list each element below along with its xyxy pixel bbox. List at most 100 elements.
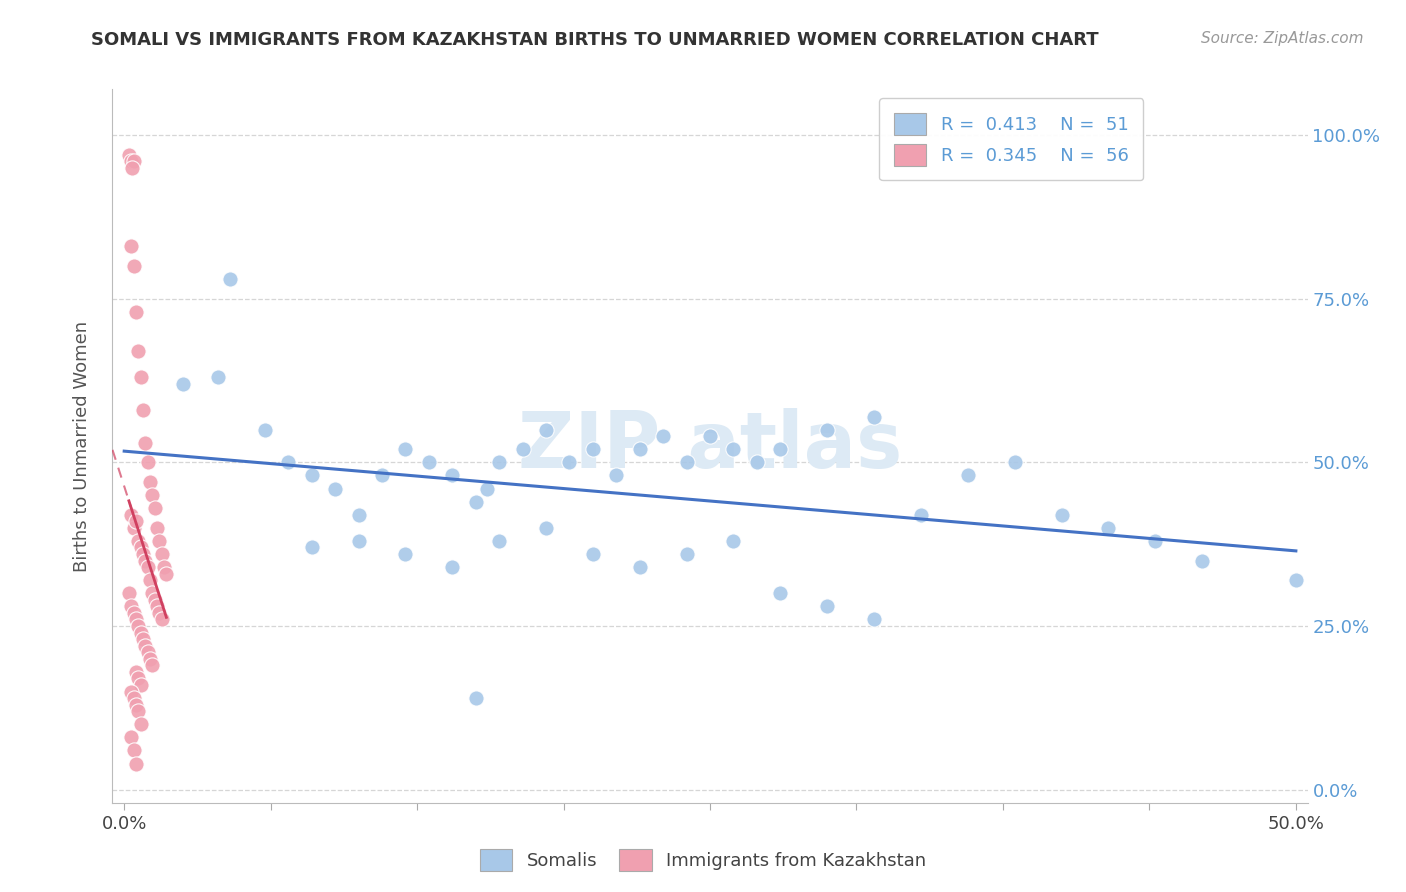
Point (125, 305, 148, 319)
Point (120, 508, 142, 522)
Point (534, 521, 557, 535)
Point (441, 468, 464, 483)
Legend: R =  0.413    N =  51, R =  0.345    N =  56: R = 0.413 N = 51, R = 0.345 N = 56 (880, 98, 1143, 180)
Point (605, 468, 627, 483)
Point (118, 586, 141, 600)
Point (125, 756, 148, 771)
Point (118, 147, 141, 161)
Point (488, 455, 510, 469)
Point (136, 560, 159, 574)
Point (125, 612, 148, 626)
Point (512, 442, 534, 457)
Point (148, 533, 170, 548)
Point (218, 272, 240, 286)
Point (371, 468, 394, 483)
Point (143, 501, 166, 516)
Point (394, 547, 416, 561)
Point (141, 658, 163, 673)
Point (134, 435, 156, 450)
Point (675, 547, 697, 561)
Point (120, 239, 142, 253)
Point (394, 442, 416, 457)
Point (150, 547, 173, 561)
Point (120, 154, 142, 169)
Point (464, 691, 486, 706)
Point (122, 743, 145, 757)
Point (127, 344, 149, 359)
Point (129, 370, 152, 384)
Point (815, 423, 838, 437)
Point (132, 403, 155, 417)
Point (153, 560, 176, 574)
Point (745, 455, 768, 469)
Point (125, 665, 148, 679)
Point (121, 161, 143, 175)
Point (132, 632, 155, 647)
Point (910, 508, 932, 522)
Point (129, 678, 152, 692)
Point (127, 672, 149, 686)
Point (139, 652, 162, 666)
Point (127, 533, 149, 548)
Point (675, 455, 697, 469)
Point (815, 599, 838, 614)
Point (136, 645, 159, 659)
Point (139, 573, 162, 587)
Point (347, 508, 370, 522)
Point (127, 619, 149, 633)
Point (441, 560, 464, 574)
Point (769, 586, 792, 600)
Point (863, 409, 886, 424)
Point (301, 468, 323, 483)
Point (122, 154, 145, 169)
Point (628, 442, 651, 457)
Point (120, 731, 142, 745)
Point (769, 442, 792, 457)
Legend: Somalis, Immigrants from Kazakhstan: Somalis, Immigrants from Kazakhstan (472, 842, 934, 879)
Point (1050, 508, 1073, 522)
Text: ZIP atlas: ZIP atlas (517, 408, 903, 484)
Point (628, 560, 651, 574)
Point (141, 586, 163, 600)
Point (207, 370, 229, 384)
Point (582, 442, 605, 457)
Point (418, 455, 440, 469)
Point (120, 684, 142, 698)
Point (122, 606, 145, 620)
Point (134, 639, 156, 653)
Point (534, 423, 557, 437)
Point (127, 704, 149, 718)
Point (652, 429, 675, 443)
Point (134, 553, 156, 567)
Point (132, 547, 155, 561)
Point (172, 376, 194, 391)
Text: SOMALI VS IMMIGRANTS FROM KAZAKHSTAN BIRTHS TO UNMARRIED WOMEN CORRELATION CHART: SOMALI VS IMMIGRANTS FROM KAZAKHSTAN BIR… (91, 31, 1099, 49)
Point (155, 566, 177, 581)
Point (141, 488, 163, 502)
Point (1144, 533, 1167, 548)
Point (699, 429, 721, 443)
Point (323, 482, 346, 496)
Point (347, 533, 370, 548)
Point (464, 494, 486, 508)
Text: Source: ZipAtlas.com: Source: ZipAtlas.com (1201, 31, 1364, 46)
Point (143, 592, 166, 607)
Point (1191, 553, 1213, 567)
Point (146, 599, 169, 614)
Point (146, 521, 169, 535)
Point (582, 547, 605, 561)
Point (558, 455, 581, 469)
Point (129, 625, 152, 640)
Point (1097, 521, 1119, 535)
Point (723, 442, 745, 457)
Y-axis label: Births to Unmarried Women: Births to Unmarried Women (73, 320, 91, 572)
Point (1004, 455, 1026, 469)
Point (129, 541, 152, 555)
Point (125, 698, 148, 712)
Point (150, 612, 173, 626)
Point (139, 475, 162, 489)
Point (301, 541, 323, 555)
Point (122, 521, 145, 535)
Point (1285, 573, 1308, 587)
Point (129, 717, 152, 731)
